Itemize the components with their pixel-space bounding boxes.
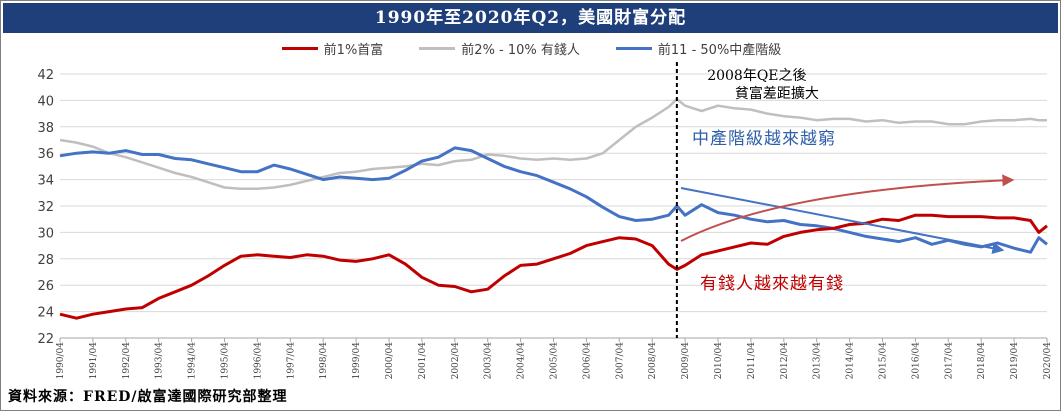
legend-swatch-next9: [419, 46, 456, 50]
qe-annotation-line1: 2008年QE之後: [707, 68, 806, 84]
legend-item-next9: 前2% - 10% 有錢人: [419, 39, 580, 58]
legend-label-middle: 前11 - 50%中產階級: [657, 42, 782, 58]
y-axis: 22 24 26 28 30 32 34 36 38 40 42: [37, 68, 54, 347]
x-tick-label: 1995/04: [221, 342, 231, 380]
x-tick-label: 2012/04: [780, 342, 790, 380]
x-tick-label: 1996/04: [253, 342, 263, 380]
x-tick-label: 1998/04: [319, 342, 329, 380]
y-tick-label: 22: [37, 332, 54, 347]
legend-swatch-middle: [615, 46, 652, 50]
series-line-2: [59, 146, 1048, 254]
y-tick-label: 42: [37, 68, 54, 83]
y-tick-label: 38: [37, 121, 54, 136]
source-note: 資料來源：FRED/啟富達國際研究部整理: [8, 389, 288, 405]
series-line-1: [59, 97, 1047, 191]
series-lines: [59, 97, 1048, 320]
annotations: 2008年QE之後 貧富差距擴大 中產階級越來越窮 有錢人越來越有錢: [675, 62, 1015, 338]
x-tick-label: 1991/04: [89, 342, 99, 380]
x-tick-label: 1993/04: [155, 342, 165, 380]
x-tick-label: 2007/04: [615, 342, 625, 380]
x-tick-label: 2004/04: [517, 342, 527, 380]
series-line-0: [59, 213, 1048, 320]
x-tick-label: 2019/04: [1010, 342, 1020, 380]
legend-item-top1: 前1%首富: [281, 39, 384, 58]
x-tick-label: 1999/04: [352, 342, 362, 380]
x-tick-label: 2013/04: [813, 342, 823, 380]
y-tick-label: 28: [37, 253, 54, 268]
y-tick-label: 40: [37, 94, 54, 109]
x-tick-label: 2005/04: [550, 342, 560, 380]
y-tick-label: 36: [37, 147, 54, 162]
middle-class-annotation: 中產階級越來越窮: [692, 129, 836, 149]
x-tick-label: 2015/04: [879, 342, 889, 380]
x-tick-label: 2000/04: [385, 342, 395, 380]
legend-label-next9: 前2% - 10% 有錢人: [461, 42, 580, 58]
chart-title: 1990年至2020年Q2，美國財富分配: [3, 3, 1058, 33]
y-tick-label: 34: [37, 174, 54, 189]
x-tick-label: 2003/04: [484, 342, 494, 380]
x-tick-label: 1997/04: [286, 342, 296, 380]
legend-label-top1: 前1%首富: [323, 42, 384, 58]
uptrend-arrow: [680, 174, 1015, 242]
x-tick-label: 2018/04: [977, 342, 987, 380]
x-tick-label: 2010/04: [714, 342, 724, 380]
qe-annotation-line2: 貧富差距擴大: [735, 85, 819, 102]
x-tick-label: 2020/04: [1043, 342, 1053, 380]
chart-legend: 前1%首富 前2% - 10% 有錢人 前11 - 50%中產階級: [0, 37, 1063, 59]
x-tick-label: 2002/04: [451, 342, 461, 380]
x-tick-label: 2014/04: [846, 342, 856, 380]
x-tick-label: 2001/04: [418, 342, 428, 380]
x-tick-label: 1994/04: [188, 342, 198, 380]
x-tick-label: 2009/04: [681, 342, 691, 380]
x-tick-label: 2017/04: [944, 342, 954, 380]
legend-swatch-top1: [281, 46, 318, 50]
x-tick-label: 2011/04: [747, 342, 757, 380]
x-axis: 1990/04 1991/04 1992/04 1993/04 1994/04 1995/…: [56, 337, 1053, 380]
y-tick-label: 24: [37, 306, 54, 321]
rich-annotation: 有錢人越來越有錢: [700, 274, 844, 294]
gridlines: [60, 73, 1047, 339]
x-tick-label: 2008/04: [648, 342, 658, 380]
x-tick-label: 2016/04: [911, 342, 921, 380]
legend-item-middle: 前11 - 50%中產階級: [615, 39, 782, 58]
x-tick-label: 1990/04: [56, 342, 66, 380]
y-tick-label: 26: [37, 279, 54, 294]
y-tick-label: 32: [37, 200, 54, 215]
x-tick-label: 1992/04: [122, 342, 132, 380]
y-tick-label: 30: [37, 226, 54, 241]
x-tick-label: 2006/04: [582, 342, 592, 380]
downtrend-arrow: [680, 187, 1005, 255]
